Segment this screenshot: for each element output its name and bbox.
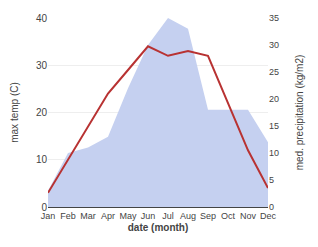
svg-text:max temp (C): max temp (C) xyxy=(9,82,20,143)
svg-text:30: 30 xyxy=(269,40,279,50)
svg-text:0: 0 xyxy=(269,202,274,212)
svg-text:Mar: Mar xyxy=(80,211,96,221)
svg-text:Oct: Oct xyxy=(221,211,236,221)
svg-text:15: 15 xyxy=(269,121,279,131)
svg-text:Apr: Apr xyxy=(101,211,115,221)
svg-text:20: 20 xyxy=(36,107,48,118)
svg-text:Dec: Dec xyxy=(260,211,277,221)
svg-text:Jul: Jul xyxy=(162,211,174,221)
svg-text:date (month): date (month) xyxy=(128,222,189,233)
svg-text:10: 10 xyxy=(36,154,48,165)
svg-text:Feb: Feb xyxy=(60,211,76,221)
svg-text:May: May xyxy=(119,211,137,221)
svg-text:20: 20 xyxy=(269,94,279,104)
svg-text:40: 40 xyxy=(36,13,48,24)
svg-text:25: 25 xyxy=(269,67,279,77)
svg-text:Sep: Sep xyxy=(200,211,216,221)
svg-text:Aug: Aug xyxy=(180,211,196,221)
svg-text:Jun: Jun xyxy=(141,211,156,221)
svg-text:Nov: Nov xyxy=(240,211,257,221)
svg-text:Jan: Jan xyxy=(41,211,56,221)
svg-text:0: 0 xyxy=(41,202,47,213)
svg-text:30: 30 xyxy=(36,60,48,71)
svg-text:5: 5 xyxy=(269,175,274,185)
svg-text:med. precipitation (kg/m2): med. precipitation (kg/m2) xyxy=(294,55,305,171)
svg-text:35: 35 xyxy=(269,13,279,23)
svg-text:10: 10 xyxy=(269,148,279,158)
